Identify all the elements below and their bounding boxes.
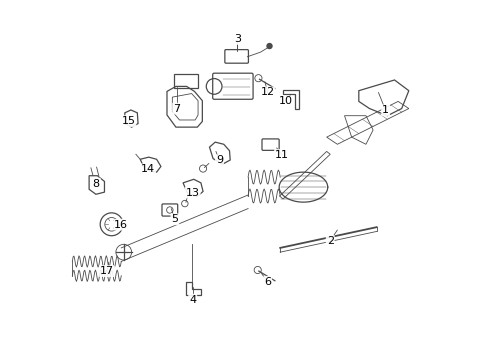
Text: 5: 5 xyxy=(171,214,178,224)
Text: 6: 6 xyxy=(264,277,271,287)
Text: 12: 12 xyxy=(260,87,274,98)
Text: 15: 15 xyxy=(121,116,135,126)
Circle shape xyxy=(266,44,271,49)
Text: 10: 10 xyxy=(278,96,292,107)
Text: 7: 7 xyxy=(173,104,180,113)
Text: 11: 11 xyxy=(274,150,288,160)
Text: 9: 9 xyxy=(216,156,223,165)
Text: 8: 8 xyxy=(93,179,100,189)
Text: 14: 14 xyxy=(141,164,155,174)
Text: 17: 17 xyxy=(100,266,114,276)
Text: 13: 13 xyxy=(185,188,199,198)
Text: 16: 16 xyxy=(114,220,128,230)
Text: 3: 3 xyxy=(233,34,241,44)
Text: 2: 2 xyxy=(326,236,333,246)
Text: 1: 1 xyxy=(381,105,388,115)
Text: 4: 4 xyxy=(189,295,196,305)
